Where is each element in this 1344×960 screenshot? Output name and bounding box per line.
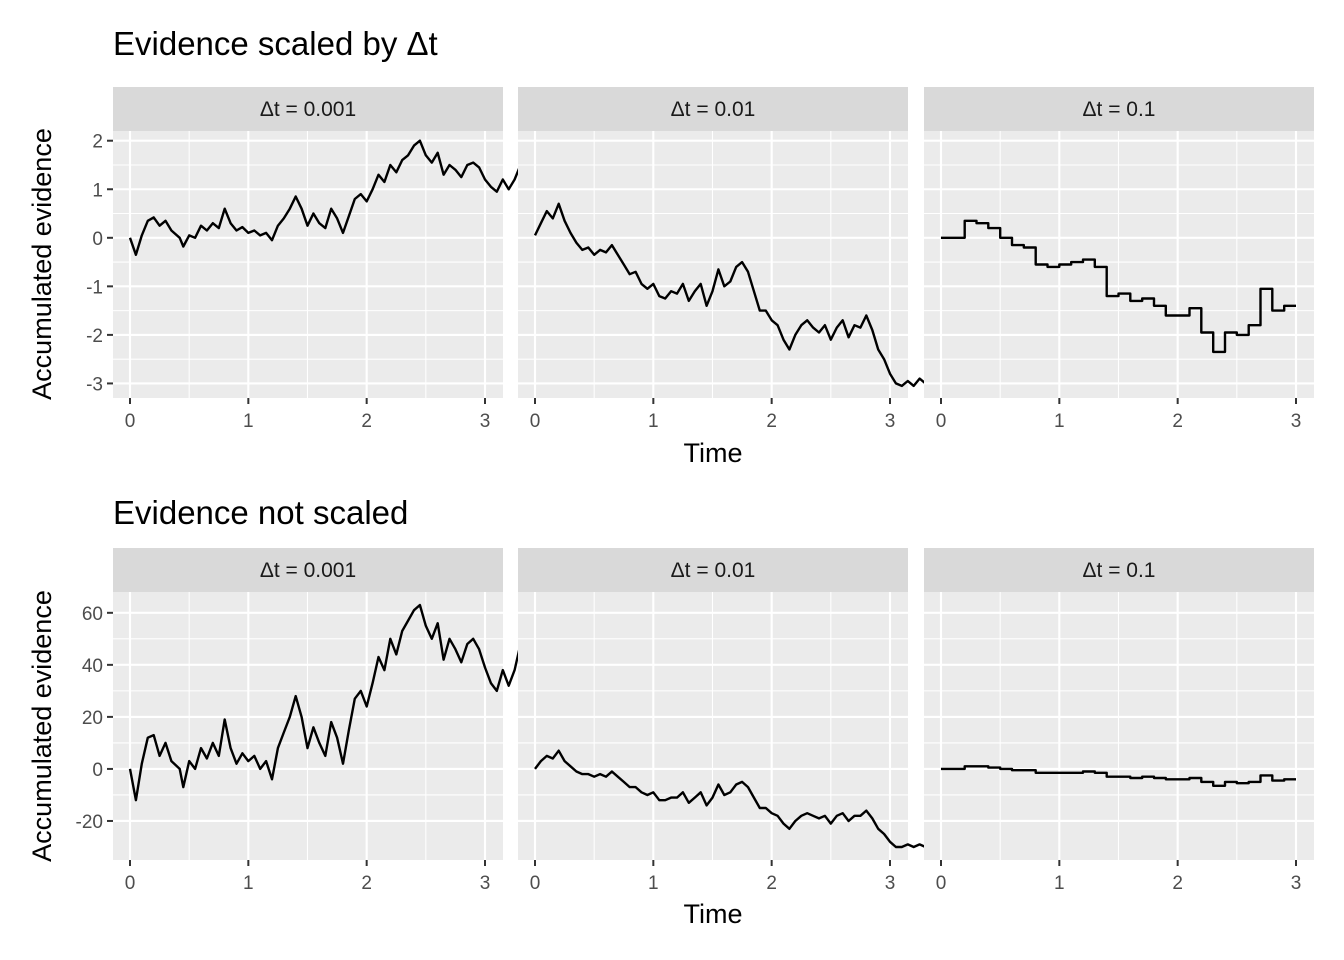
panel-1: Δt = 0.001 0 1 2 3 60 40 20 0 -20 [76,548,540,894]
x-tick-label: 0 [125,411,136,432]
facet-strip-label: Δt = 0.01 [671,559,756,582]
y-tick-label: -2 [86,326,103,347]
row-title-not-scaled: Evidence not scaled [113,494,408,531]
facet-strip-label: Δt = 0.01 [671,98,756,121]
facet-strip-label: Δt = 0.001 [260,98,356,121]
evidence-series-line [941,765,1296,787]
x-tick-label: 0 [936,411,947,432]
y-axis-title-scaled: Accumulated evidence [27,128,57,400]
facet-strip [924,548,1314,592]
facet-strip [924,87,1314,131]
row-title-scaled: Evidence scaled by Δt [113,25,438,62]
x-tick-label: 1 [648,411,659,432]
x-axis-title-scaled: Time [684,438,743,468]
x-tick-label: 3 [1291,873,1302,894]
y-tick-label: 1 [92,180,103,201]
facet-strip [113,548,503,592]
y-tick-label: -1 [86,277,103,298]
x-tick-label: 2 [766,873,777,894]
panel-2: Δt = 0.01 0 1 2 3 [518,87,945,432]
y-tick-label: 0 [92,229,103,250]
x-tick-label: 1 [648,873,659,894]
x-tick-label: 1 [1054,873,1065,894]
facet-strip [518,87,908,131]
evidence-series-line [128,139,540,256]
y-tick-label: 60 [82,604,103,625]
evidence-series-line [533,202,945,390]
x-tick-label: 2 [1172,411,1183,432]
row-not-scaled: Evidence not scaled Accumulated evidence… [27,494,1314,929]
x-tick-label: 3 [480,873,491,894]
facet-strip [113,87,503,131]
x-tick-label: 2 [1172,873,1183,894]
y-tick-label: 0 [92,760,103,781]
evidence-series-line [128,603,540,802]
x-tick-label: 0 [125,873,136,894]
panel-1: Δt = 0.001 0 1 2 3 2 1 0 -1 -2 -3 [86,87,540,432]
x-tick-label: 3 [885,873,896,894]
y-axis-title-not-scaled: Accumulated evidence [27,590,57,862]
y-tick-label: 2 [92,132,103,153]
x-tick-label: 2 [361,411,372,432]
x-tick-label: 3 [885,411,896,432]
x-tick-label: 2 [766,411,777,432]
panel-2: Δt = 0.01 0 1 2 3 [518,548,944,894]
y-tick-label: -3 [86,374,103,395]
x-tick-label: 0 [936,873,947,894]
facet-strip-label: Δt = 0.001 [260,559,356,582]
row-scaled: Evidence scaled by Δt Accumulated eviden… [27,25,1314,468]
y-tick-label: 40 [82,656,103,677]
panel-3: Δt = 0.1 0 1 2 3 [924,548,1314,894]
evidence-series-line [534,749,944,851]
x-axis-title-not-scaled: Time [684,899,743,929]
x-tick-label: 0 [530,411,541,432]
x-tick-label: 1 [1054,411,1065,432]
x-tick-label: 3 [480,411,491,432]
facet-strip-label: Δt = 0.1 [1083,98,1156,121]
x-tick-label: 1 [243,873,254,894]
evidence-series-line [941,219,1296,354]
y-tick-label: 20 [82,708,103,729]
x-tick-label: 2 [361,873,372,894]
x-tick-label: 0 [530,873,541,894]
y-tick-label: -20 [76,812,103,833]
facet-strip-label: Δt = 0.1 [1083,559,1156,582]
facet-strip [518,548,908,592]
x-tick-label: 3 [1291,411,1302,432]
panel-3: Δt = 0.1 0 1 2 3 [924,87,1314,432]
x-tick-label: 1 [243,411,254,432]
